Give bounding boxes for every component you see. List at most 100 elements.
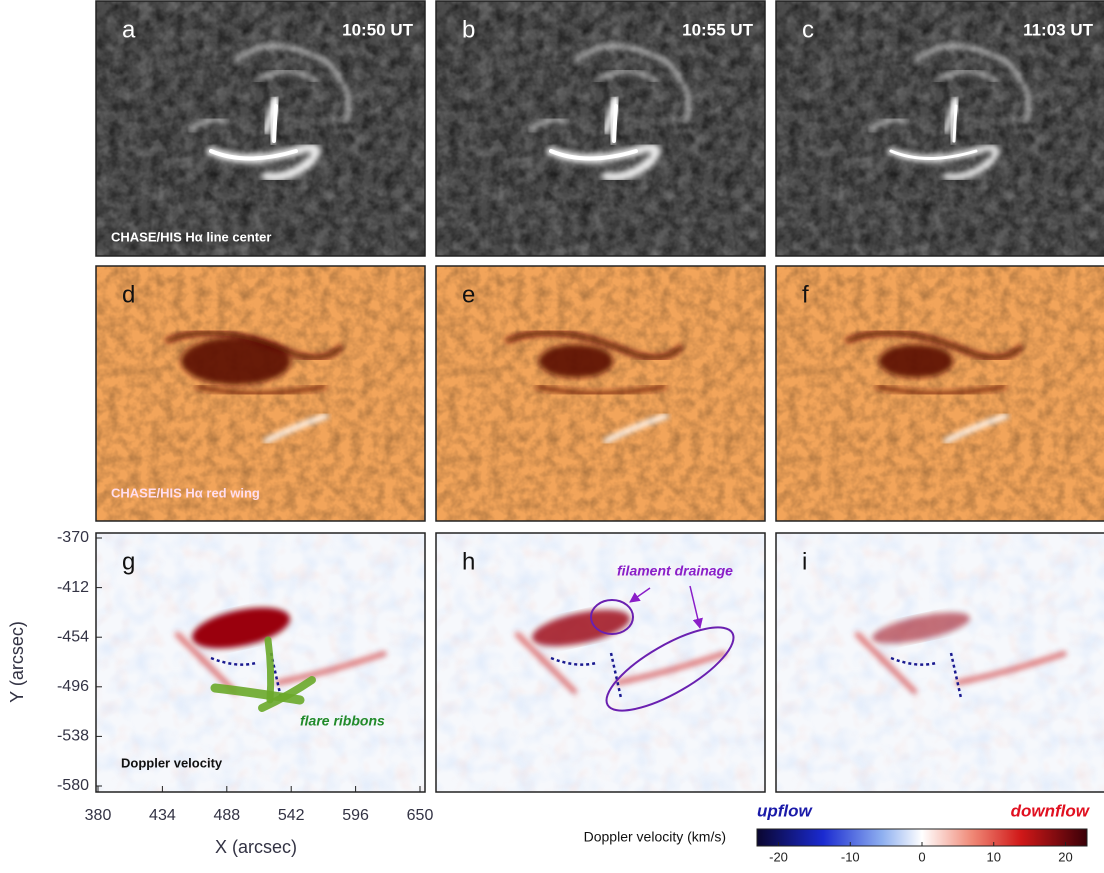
panel-letter: f xyxy=(802,281,809,308)
texture xyxy=(436,1,765,256)
panel: e xyxy=(435,265,766,522)
bright-feature xyxy=(234,44,350,123)
bright-feature xyxy=(594,69,658,83)
row-label: Doppler velocity xyxy=(121,755,223,770)
bright-core xyxy=(612,104,618,143)
panel-border xyxy=(435,532,766,793)
bright-ribbon xyxy=(943,413,1009,444)
panel-border xyxy=(775,265,1104,522)
panel-time: 10:55 UT xyxy=(682,20,753,39)
dark-feature xyxy=(181,337,291,385)
highlight-ellipse xyxy=(590,599,634,635)
x-tick-label: 380 xyxy=(85,807,112,824)
panel-image xyxy=(776,1,1104,256)
x-tick-label: 542 xyxy=(278,807,305,824)
dark-feature xyxy=(879,344,953,378)
downflow-feature xyxy=(514,631,727,695)
dark-feature xyxy=(539,344,613,378)
colorbar-tick-label: 10 xyxy=(987,849,1001,864)
bright-ribbon xyxy=(603,413,669,444)
panel-letter: b xyxy=(462,16,475,43)
panel-image xyxy=(96,533,425,792)
bright-core xyxy=(889,149,978,160)
panel: f xyxy=(775,265,1104,522)
downflow-feature xyxy=(531,609,631,647)
bright-feature xyxy=(914,44,1030,123)
panel-border xyxy=(435,0,766,257)
upflow-feature xyxy=(890,652,963,699)
panel-border xyxy=(95,265,426,522)
flare-ribbon xyxy=(210,683,305,705)
row-label: CHASE/HIS Hα line center xyxy=(111,229,271,244)
panel-image xyxy=(96,1,425,256)
dark-feature xyxy=(505,330,683,360)
flare-ribbon xyxy=(258,676,316,712)
dark-feature xyxy=(195,384,327,396)
panel-letter: d xyxy=(122,281,135,308)
flare-ribbon xyxy=(264,636,275,704)
y-tick-label: -370 xyxy=(57,529,89,546)
bright-core xyxy=(272,104,278,143)
bright-core xyxy=(209,149,298,161)
panel-border xyxy=(95,0,426,257)
x-tick-label: 650 xyxy=(407,807,434,824)
colorbar-right-label: downflow xyxy=(1011,801,1091,820)
panel-letter: c xyxy=(802,16,814,43)
panel-letter: g xyxy=(122,548,135,575)
colorbar-tick-label: -10 xyxy=(841,849,860,864)
upflow-feature xyxy=(550,652,623,699)
texture xyxy=(96,1,425,256)
colorbar-tick-label: -20 xyxy=(769,849,788,864)
bright-ribbon xyxy=(263,413,329,444)
panel: i xyxy=(775,532,1104,793)
annotation: filament drainage xyxy=(617,563,733,579)
panel-border xyxy=(775,532,1104,793)
texture xyxy=(436,533,765,792)
row-label: CHASE/HIS Hα red wing xyxy=(111,485,260,500)
panel-time: 10:50 UT xyxy=(342,20,413,39)
dark-feature xyxy=(875,384,1007,396)
panel: b 10:55 UT xyxy=(435,0,766,257)
y-tick-label: -538 xyxy=(57,728,89,745)
x-tick-label: 434 xyxy=(149,807,176,824)
dark-feature xyxy=(165,330,343,360)
annotation: flare ribbons xyxy=(300,713,385,729)
panel: a 10:50 UT xyxy=(95,0,426,257)
panel-letter: i xyxy=(802,548,807,575)
y-axis-label: Y (arcsec) xyxy=(7,621,27,703)
panel-image xyxy=(436,1,765,256)
panel-image xyxy=(436,533,765,792)
panel: c 11:03 UT xyxy=(775,0,1104,257)
dark-feature xyxy=(845,330,1023,360)
colorbar-tick-label: 20 xyxy=(1058,849,1072,864)
bright-feature xyxy=(869,118,908,133)
downflow-feature xyxy=(854,631,1067,695)
bright-core xyxy=(549,149,638,161)
x-tick-label: 488 xyxy=(213,807,240,824)
x-axis-label: X (arcsec) xyxy=(215,837,297,857)
dark-feature xyxy=(535,384,667,396)
panel: d xyxy=(95,265,426,522)
panel-border xyxy=(775,0,1104,257)
panel-image xyxy=(776,266,1104,521)
arrow xyxy=(629,587,651,603)
bright-core xyxy=(952,104,958,143)
bright-feature xyxy=(254,69,318,83)
panel-letter: h xyxy=(462,548,475,575)
panel-image xyxy=(776,533,1104,792)
panel-border xyxy=(435,265,766,522)
texture xyxy=(96,533,425,792)
bright-feature xyxy=(529,118,568,133)
y-tick-label: -412 xyxy=(57,579,89,596)
panel-letter: a xyxy=(122,16,136,43)
highlight-ellipse xyxy=(605,626,735,712)
bright-feature xyxy=(574,44,690,123)
arrow xyxy=(689,585,703,630)
panel-time: 11:03 UT xyxy=(1023,20,1094,39)
panel-image xyxy=(436,266,765,521)
panel-border xyxy=(95,532,426,793)
bright-feature xyxy=(934,69,998,83)
panel: h xyxy=(435,532,766,793)
panel-image xyxy=(96,266,425,521)
y-tick-label: -454 xyxy=(57,628,89,645)
